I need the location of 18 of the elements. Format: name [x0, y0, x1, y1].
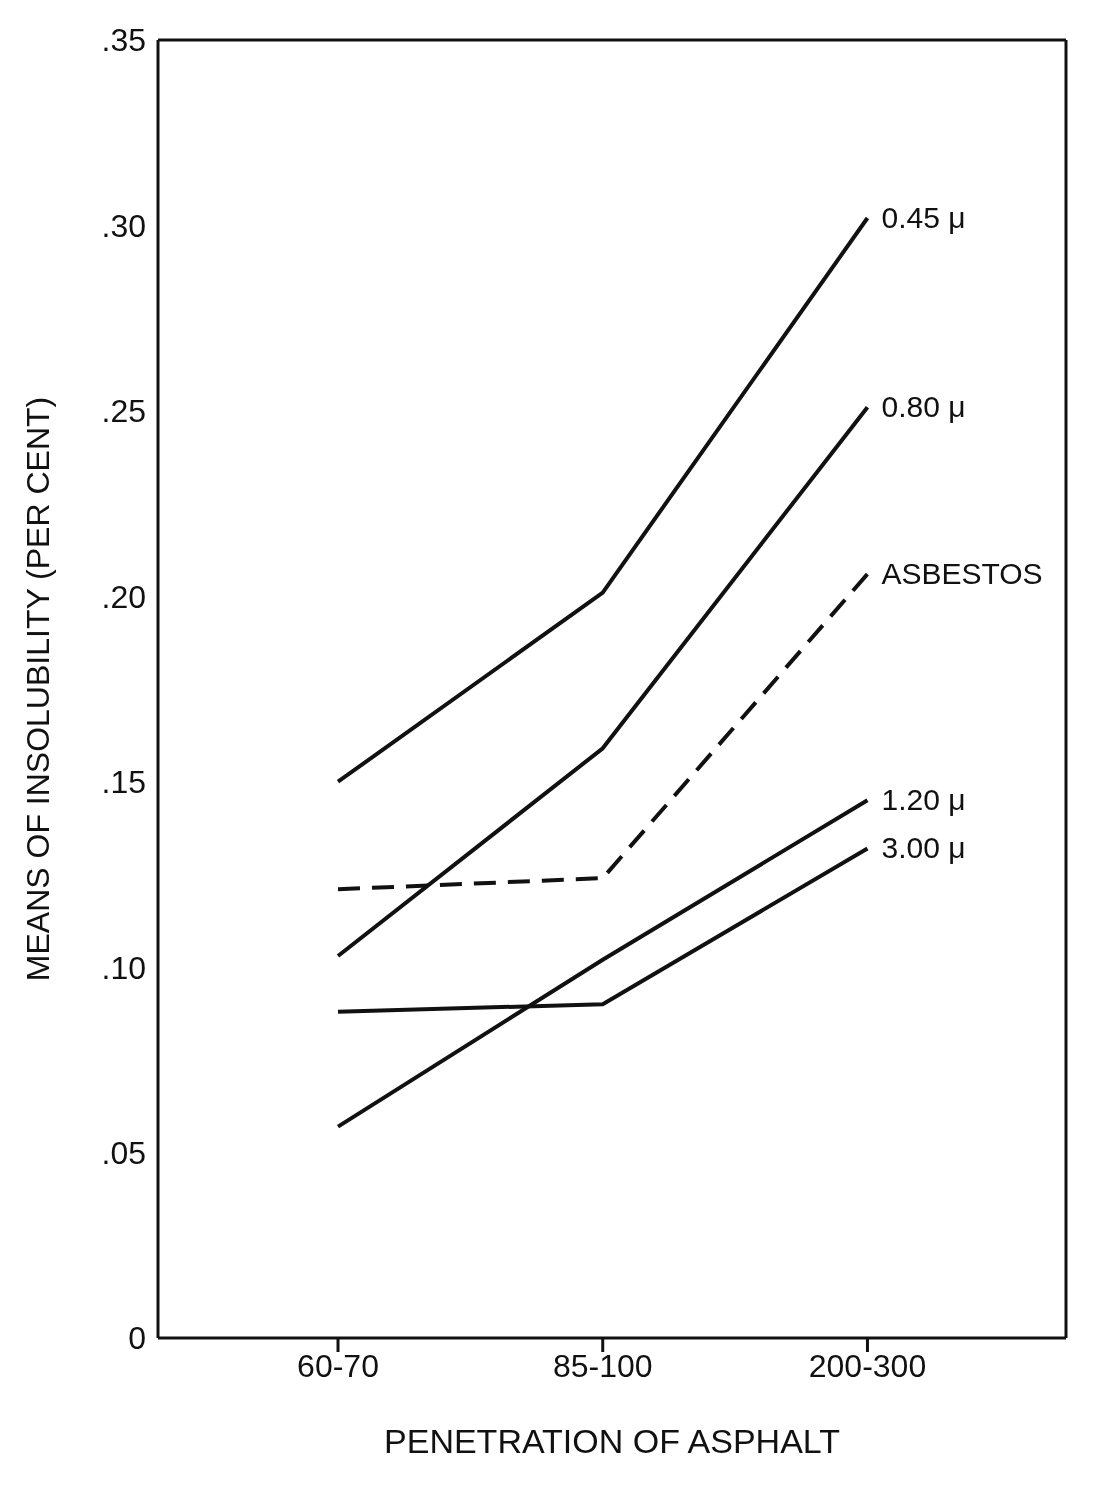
series-label: ASBESTOS: [881, 557, 1043, 591]
series-label: 0.80 μ: [881, 390, 966, 424]
y-tick-label: .20: [101, 578, 146, 615]
series-label: 1.20 μ: [881, 783, 966, 817]
y-tick-label: .30: [101, 207, 146, 244]
y-axis-title: MEANS OF INSOLUBILITY (PER CENT): [20, 396, 57, 982]
x-tick-label: 60-70: [297, 1347, 379, 1384]
x-tick-label: 85-100: [552, 1347, 653, 1384]
y-tick-label: .15: [101, 764, 146, 801]
y-tick-label: .25: [101, 393, 146, 430]
y-tick-label: .05: [101, 1134, 146, 1171]
y-tick-label: .35: [101, 22, 146, 59]
y-tick-label: 0: [128, 1320, 146, 1357]
y-tick-label: .10: [101, 949, 146, 986]
x-tick-label: 200-300: [808, 1347, 927, 1384]
series-label: 0.45 μ: [881, 201, 966, 235]
x-axis-title: PENETRATION OF ASPHALT: [384, 1422, 840, 1460]
series-label: 3.00 μ: [881, 831, 966, 865]
